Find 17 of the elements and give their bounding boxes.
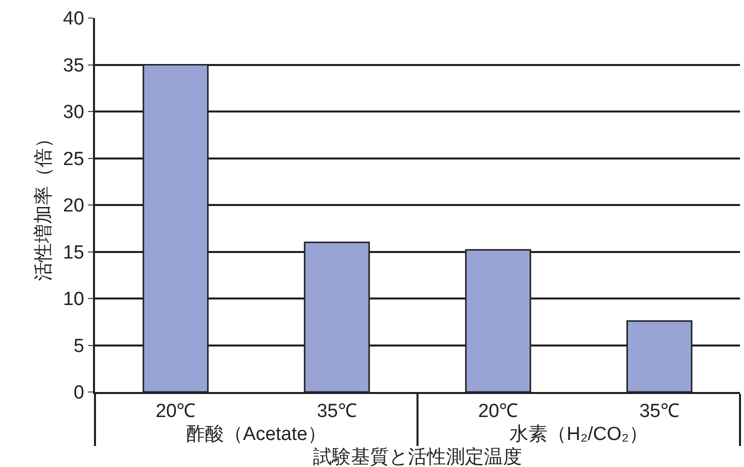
y-tick-label: 35: [63, 55, 84, 76]
y-tick-label: 30: [63, 102, 84, 124]
y-tick-label: 10: [63, 289, 84, 310]
text: 水素（H₂/CO₂）: [510, 424, 648, 445]
y-tick-label: 5: [74, 336, 84, 357]
y-tick-label: 20: [63, 196, 84, 217]
x-axis-title: 試験基質と活性測定温度: [313, 446, 522, 467]
x-tick-label: 35℃: [316, 400, 357, 422]
x-tick-label: 20℃: [478, 400, 518, 422]
y-tick-label: 40: [63, 8, 84, 30]
y-axis-title: 活性増加率（倍）: [32, 129, 54, 281]
y-tick-label: 0: [74, 382, 84, 404]
x-tick-label: 20℃: [156, 400, 196, 422]
y-tick-label: 15: [63, 242, 84, 264]
text: 酢酸（Acetate）: [186, 424, 326, 445]
y-tick-label: 25: [63, 148, 84, 170]
x-tick-label: 35℃: [639, 400, 680, 422]
